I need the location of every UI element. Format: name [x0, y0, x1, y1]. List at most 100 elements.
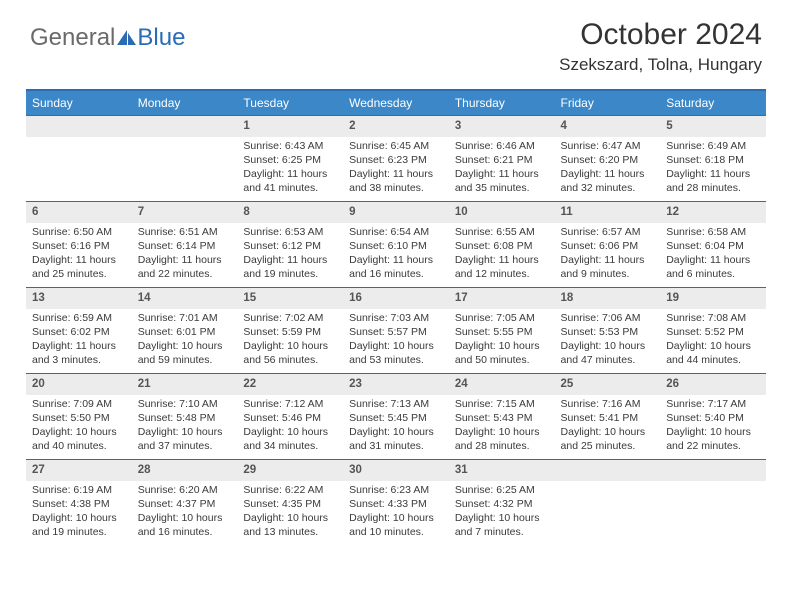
day-number: 9: [343, 201, 449, 223]
day-number: 13: [26, 287, 132, 309]
calendar-row: 1Sunrise: 6:43 AMSunset: 6:25 PMDaylight…: [26, 115, 766, 201]
daylight-line: Daylight: 11 hours and 25 minutes.: [32, 253, 126, 281]
calendar-day: 17Sunrise: 7:05 AMSunset: 5:55 PMDayligh…: [449, 287, 555, 373]
day-number: 18: [555, 287, 661, 309]
day-number: 27: [26, 459, 132, 481]
calendar-day: 6Sunrise: 6:50 AMSunset: 6:16 PMDaylight…: [26, 201, 132, 287]
header: General Blue October 2024 Szekszard, Tol…: [0, 0, 792, 81]
day-number: 25: [555, 373, 661, 395]
sunrise-line: Sunrise: 7:15 AM: [455, 397, 549, 411]
day-body: Sunrise: 6:25 AMSunset: 4:32 PMDaylight:…: [449, 481, 555, 544]
sunrise-line: Sunrise: 7:08 AM: [666, 311, 760, 325]
sunrise-line: Sunrise: 6:25 AM: [455, 483, 549, 497]
sunrise-line: Sunrise: 6:43 AM: [243, 139, 337, 153]
daylight-line: Daylight: 10 hours and 28 minutes.: [455, 425, 549, 453]
calendar-day: 14Sunrise: 7:01 AMSunset: 6:01 PMDayligh…: [132, 287, 238, 373]
sunrise-line: Sunrise: 6:53 AM: [243, 225, 337, 239]
day-number: 11: [555, 201, 661, 223]
day-number: 12: [660, 201, 766, 223]
day-body: Sunrise: 7:13 AMSunset: 5:45 PMDaylight:…: [343, 395, 449, 458]
sunset-line: Sunset: 4:35 PM: [243, 497, 337, 511]
day-number: 31: [449, 459, 555, 481]
calendar-day: 4Sunrise: 6:47 AMSunset: 6:20 PMDaylight…: [555, 115, 661, 201]
daylight-line: Daylight: 11 hours and 12 minutes.: [455, 253, 549, 281]
daylight-line: Daylight: 10 hours and 7 minutes.: [455, 511, 549, 539]
sunset-line: Sunset: 6:01 PM: [138, 325, 232, 339]
day-body: Sunrise: 7:16 AMSunset: 5:41 PMDaylight:…: [555, 395, 661, 458]
day-body: Sunrise: 6:57 AMSunset: 6:06 PMDaylight:…: [555, 223, 661, 286]
sunset-line: Sunset: 6:23 PM: [349, 153, 443, 167]
calendar-day: 19Sunrise: 7:08 AMSunset: 5:52 PMDayligh…: [660, 287, 766, 373]
sunset-line: Sunset: 5:48 PM: [138, 411, 232, 425]
day-body: Sunrise: 7:06 AMSunset: 5:53 PMDaylight:…: [555, 309, 661, 372]
calendar-row: 20Sunrise: 7:09 AMSunset: 5:50 PMDayligh…: [26, 373, 766, 459]
sunrise-line: Sunrise: 6:19 AM: [32, 483, 126, 497]
day-body: Sunrise: 6:50 AMSunset: 6:16 PMDaylight:…: [26, 223, 132, 286]
sunrise-line: Sunrise: 6:45 AM: [349, 139, 443, 153]
daylight-line: Daylight: 10 hours and 19 minutes.: [32, 511, 126, 539]
logo-sail-icon: [117, 30, 137, 46]
day-number: [26, 115, 132, 137]
calendar-day: 31Sunrise: 6:25 AMSunset: 4:32 PMDayligh…: [449, 459, 555, 545]
daylight-line: Daylight: 11 hours and 16 minutes.: [349, 253, 443, 281]
daylight-line: Daylight: 10 hours and 37 minutes.: [138, 425, 232, 453]
logo-text-blue: Blue: [137, 24, 185, 52]
calendar-day: 24Sunrise: 7:15 AMSunset: 5:43 PMDayligh…: [449, 373, 555, 459]
calendar-row: 6Sunrise: 6:50 AMSunset: 6:16 PMDaylight…: [26, 201, 766, 287]
calendar-day: 21Sunrise: 7:10 AMSunset: 5:48 PMDayligh…: [132, 373, 238, 459]
sunset-line: Sunset: 5:40 PM: [666, 411, 760, 425]
calendar-day: 8Sunrise: 6:53 AMSunset: 6:12 PMDaylight…: [237, 201, 343, 287]
day-number: 20: [26, 373, 132, 395]
logo: General Blue: [30, 24, 185, 52]
day-body: Sunrise: 6:47 AMSunset: 6:20 PMDaylight:…: [555, 137, 661, 200]
sunrise-line: Sunrise: 7:03 AM: [349, 311, 443, 325]
sunset-line: Sunset: 5:59 PM: [243, 325, 337, 339]
sunrise-line: Sunrise: 7:16 AM: [561, 397, 655, 411]
calendar-day: 28Sunrise: 6:20 AMSunset: 4:37 PMDayligh…: [132, 459, 238, 545]
day-body: Sunrise: 6:19 AMSunset: 4:38 PMDaylight:…: [26, 481, 132, 544]
calendar-day: 29Sunrise: 6:22 AMSunset: 4:35 PMDayligh…: [237, 459, 343, 545]
daylight-line: Daylight: 11 hours and 41 minutes.: [243, 167, 337, 195]
sunrise-line: Sunrise: 6:50 AM: [32, 225, 126, 239]
weekday-header: Tuesday: [237, 90, 343, 115]
calendar-day: 2Sunrise: 6:45 AMSunset: 6:23 PMDaylight…: [343, 115, 449, 201]
weekday-header-row: SundayMondayTuesdayWednesdayThursdayFrid…: [26, 90, 766, 115]
day-body: Sunrise: 6:22 AMSunset: 4:35 PMDaylight:…: [237, 481, 343, 544]
calendar-day: 5Sunrise: 6:49 AMSunset: 6:18 PMDaylight…: [660, 115, 766, 201]
sunset-line: Sunset: 4:33 PM: [349, 497, 443, 511]
daylight-line: Daylight: 10 hours and 53 minutes.: [349, 339, 443, 367]
day-number: [555, 459, 661, 481]
sunrise-line: Sunrise: 6:23 AM: [349, 483, 443, 497]
day-number: 4: [555, 115, 661, 137]
daylight-line: Daylight: 11 hours and 9 minutes.: [561, 253, 655, 281]
day-body: Sunrise: 6:53 AMSunset: 6:12 PMDaylight:…: [237, 223, 343, 286]
day-number: 6: [26, 201, 132, 223]
day-number: 28: [132, 459, 238, 481]
calendar-day: 15Sunrise: 7:02 AMSunset: 5:59 PMDayligh…: [237, 287, 343, 373]
calendar-body: 1Sunrise: 6:43 AMSunset: 6:25 PMDaylight…: [26, 115, 766, 545]
sunrise-line: Sunrise: 7:05 AM: [455, 311, 549, 325]
daylight-line: Daylight: 11 hours and 38 minutes.: [349, 167, 443, 195]
daylight-line: Daylight: 10 hours and 40 minutes.: [32, 425, 126, 453]
calendar-day: 22Sunrise: 7:12 AMSunset: 5:46 PMDayligh…: [237, 373, 343, 459]
day-number: 26: [660, 373, 766, 395]
daylight-line: Daylight: 11 hours and 32 minutes.: [561, 167, 655, 195]
sunrise-line: Sunrise: 6:51 AM: [138, 225, 232, 239]
month-title: October 2024: [559, 18, 762, 52]
day-body: Sunrise: 6:45 AMSunset: 6:23 PMDaylight:…: [343, 137, 449, 200]
sunset-line: Sunset: 6:02 PM: [32, 325, 126, 339]
calendar-day: 3Sunrise: 6:46 AMSunset: 6:21 PMDaylight…: [449, 115, 555, 201]
calendar-day: 9Sunrise: 6:54 AMSunset: 6:10 PMDaylight…: [343, 201, 449, 287]
sunrise-line: Sunrise: 7:10 AM: [138, 397, 232, 411]
calendar-day: 7Sunrise: 6:51 AMSunset: 6:14 PMDaylight…: [132, 201, 238, 287]
day-body: Sunrise: 6:59 AMSunset: 6:02 PMDaylight:…: [26, 309, 132, 372]
day-body: Sunrise: 7:08 AMSunset: 5:52 PMDaylight:…: [660, 309, 766, 372]
sunset-line: Sunset: 5:57 PM: [349, 325, 443, 339]
day-body: Sunrise: 6:49 AMSunset: 6:18 PMDaylight:…: [660, 137, 766, 200]
daylight-line: Daylight: 10 hours and 44 minutes.: [666, 339, 760, 367]
calendar-day-empty: [132, 115, 238, 201]
sunset-line: Sunset: 6:10 PM: [349, 239, 443, 253]
sunset-line: Sunset: 5:43 PM: [455, 411, 549, 425]
calendar-day-empty: [26, 115, 132, 201]
sunset-line: Sunset: 6:08 PM: [455, 239, 549, 253]
